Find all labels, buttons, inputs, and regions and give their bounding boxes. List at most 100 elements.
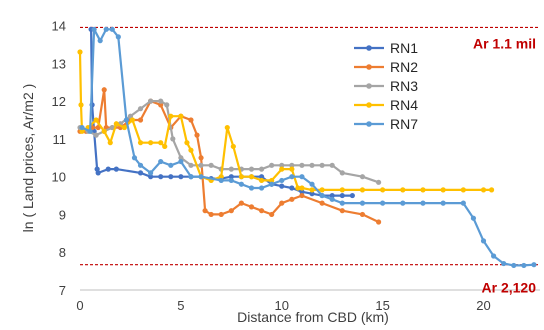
data-point — [269, 181, 275, 187]
data-point — [339, 200, 345, 206]
data-point — [158, 174, 164, 180]
data-point — [309, 187, 315, 193]
data-point — [531, 262, 537, 268]
data-point — [113, 166, 119, 172]
data-point — [238, 181, 245, 187]
data-point — [279, 200, 285, 206]
data-point — [440, 200, 446, 206]
data-point — [380, 200, 386, 206]
data-point — [228, 166, 234, 172]
x-tick-label: 15 — [375, 298, 389, 313]
data-point — [279, 166, 285, 172]
data-point — [269, 211, 275, 218]
data-point — [248, 166, 255, 172]
data-point — [198, 162, 204, 168]
data-point — [113, 121, 119, 127]
data-point — [129, 117, 136, 123]
data-point — [148, 174, 154, 180]
data-point — [460, 200, 466, 206]
data-point — [488, 187, 495, 193]
data-point — [178, 174, 184, 180]
y-axis-title: ln ( Land prices, Ar/m2 ) — [20, 84, 36, 233]
data-point — [258, 166, 265, 172]
legend-marker — [366, 102, 372, 108]
data-point — [188, 162, 194, 168]
data-point — [359, 211, 366, 218]
data-point — [95, 170, 101, 176]
data-point — [121, 124, 127, 131]
series-rn7 — [79, 26, 537, 269]
data-point — [511, 262, 517, 269]
data-point — [295, 185, 301, 191]
data-point — [440, 187, 446, 193]
data-point — [319, 187, 325, 193]
reference-line-label: Ar 2,120 — [482, 280, 537, 296]
data-point — [168, 174, 174, 180]
data-point — [375, 219, 382, 225]
y-tick-label: 11 — [53, 132, 67, 147]
data-point — [269, 177, 275, 184]
data-point — [359, 200, 366, 206]
data-point — [93, 117, 99, 123]
legend-item: RN7 — [354, 116, 418, 132]
data-point — [319, 192, 325, 199]
data-point — [339, 208, 345, 214]
data-point — [188, 117, 194, 123]
data-point — [202, 208, 208, 214]
data-point — [375, 179, 382, 185]
legend-marker — [366, 121, 372, 127]
data-point — [480, 187, 487, 193]
data-point — [208, 162, 214, 168]
data-point — [299, 189, 305, 195]
x-tick-label: 10 — [275, 298, 289, 313]
data-point — [93, 132, 99, 138]
data-point — [380, 187, 386, 193]
data-point — [258, 177, 265, 184]
y-tick-label: 12 — [52, 94, 66, 109]
data-point — [279, 183, 285, 189]
data-point — [248, 174, 255, 180]
legend-label: RN7 — [390, 116, 418, 132]
legend-item: RN3 — [354, 78, 418, 94]
data-point — [178, 158, 184, 165]
data-point — [148, 170, 154, 176]
data-point — [194, 132, 200, 138]
data-point — [248, 185, 255, 191]
data-point — [218, 211, 224, 218]
data-point — [238, 200, 245, 206]
data-point — [162, 143, 168, 150]
data-point — [470, 215, 477, 221]
data-point — [238, 174, 245, 180]
data-point — [137, 117, 144, 123]
data-point — [339, 187, 345, 193]
data-point — [188, 174, 194, 180]
data-point — [77, 49, 83, 55]
data-point — [329, 192, 335, 199]
data-point — [521, 262, 527, 269]
legend-item: RN4 — [354, 97, 418, 113]
x-tick-label: 20 — [476, 298, 490, 313]
data-point — [158, 140, 164, 146]
legend-label: RN4 — [390, 97, 418, 113]
data-point — [137, 140, 144, 146]
data-point — [218, 177, 224, 184]
data-point — [168, 162, 174, 168]
data-point — [289, 174, 295, 180]
data-point — [319, 200, 325, 206]
x-tick-label: 5 — [177, 298, 184, 313]
data-point — [299, 192, 305, 199]
data-point — [400, 200, 406, 206]
data-point — [309, 181, 315, 187]
data-point — [78, 102, 84, 108]
y-tick-label: 14 — [52, 19, 66, 34]
data-point — [289, 185, 295, 191]
data-point — [501, 260, 507, 267]
y-tick-label: 8 — [59, 245, 66, 260]
data-point — [218, 174, 224, 180]
data-point — [228, 208, 234, 214]
data-point — [339, 192, 345, 199]
data-point — [115, 34, 121, 40]
data-point — [198, 155, 204, 161]
y-tick-label: 10 — [52, 170, 66, 185]
